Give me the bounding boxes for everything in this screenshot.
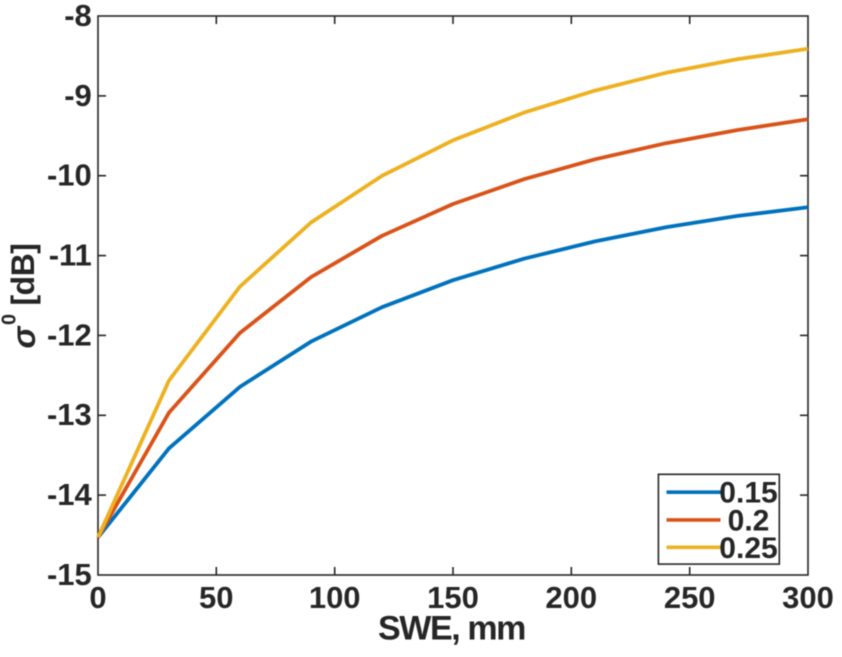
svg-text:100: 100 bbox=[309, 580, 361, 615]
svg-text:-11: -11 bbox=[49, 238, 92, 273]
svg-text:-9: -9 bbox=[64, 78, 92, 113]
svg-text:0: 0 bbox=[89, 580, 106, 615]
svg-text:-8: -8 bbox=[64, 0, 92, 33]
svg-text:SWE, mm: SWE, mm bbox=[378, 609, 525, 647]
svg-text:-13: -13 bbox=[47, 397, 92, 432]
svg-text:50: 50 bbox=[199, 580, 233, 615]
svg-text:300: 300 bbox=[782, 580, 834, 615]
svg-text:0.15: 0.15 bbox=[719, 477, 777, 510]
svg-text:[dB]: [dB] bbox=[5, 244, 41, 306]
svg-text:250: 250 bbox=[664, 580, 716, 615]
svg-text:0.25: 0.25 bbox=[719, 532, 777, 565]
svg-text:σ: σ bbox=[5, 326, 42, 349]
svg-text:-14: -14 bbox=[47, 477, 93, 512]
svg-text:-10: -10 bbox=[47, 158, 92, 193]
svg-text:0.2: 0.2 bbox=[728, 504, 770, 537]
svg-text:150: 150 bbox=[427, 580, 479, 615]
svg-text:200: 200 bbox=[545, 580, 597, 615]
svg-text:-12: -12 bbox=[47, 317, 92, 352]
svg-text:-15: -15 bbox=[47, 557, 92, 592]
svg-text:0: 0 bbox=[0, 314, 21, 325]
